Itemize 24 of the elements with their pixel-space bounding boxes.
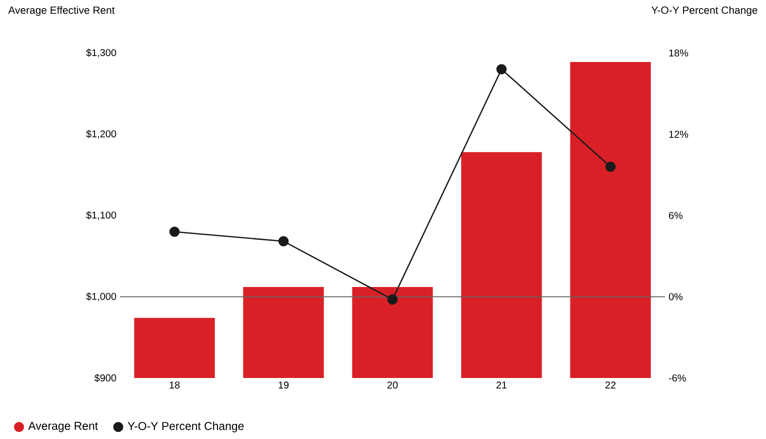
x-tick-label: 22 <box>605 382 616 388</box>
y2-tick-label: 6% <box>669 212 683 220</box>
y-tick-label: $900 <box>94 374 116 382</box>
point <box>278 236 289 246</box>
y-tick-label: $1,300 <box>86 48 116 58</box>
y-axis-title: Average Effective Rent <box>8 6 115 16</box>
y-tick-label: $1,100 <box>86 211 116 220</box>
point <box>387 294 398 305</box>
point <box>169 226 180 237</box>
y2-axis-title: Y-O-Y Percent Change <box>651 6 758 16</box>
point <box>605 162 616 172</box>
y-tick-label: $1,200 <box>86 130 116 139</box>
legend-label: Average Rent <box>28 422 98 432</box>
y2-tick-label: 18% <box>669 49 688 57</box>
point <box>496 64 507 74</box>
x-tick-label: 21 <box>496 382 507 388</box>
y-tick-label: $1,000 <box>86 292 116 302</box>
x-tick-label: 19 <box>278 382 289 389</box>
x-tick-label: 18 <box>170 382 180 389</box>
x-tick-label: 20 <box>387 382 398 389</box>
y2-tick-label: -6% <box>668 374 686 382</box>
y2-tick-label: 12% <box>669 130 688 138</box>
y2-tick-label: 0% <box>668 293 683 300</box>
legend-label: Y-O-Y Percent Change <box>128 422 244 432</box>
